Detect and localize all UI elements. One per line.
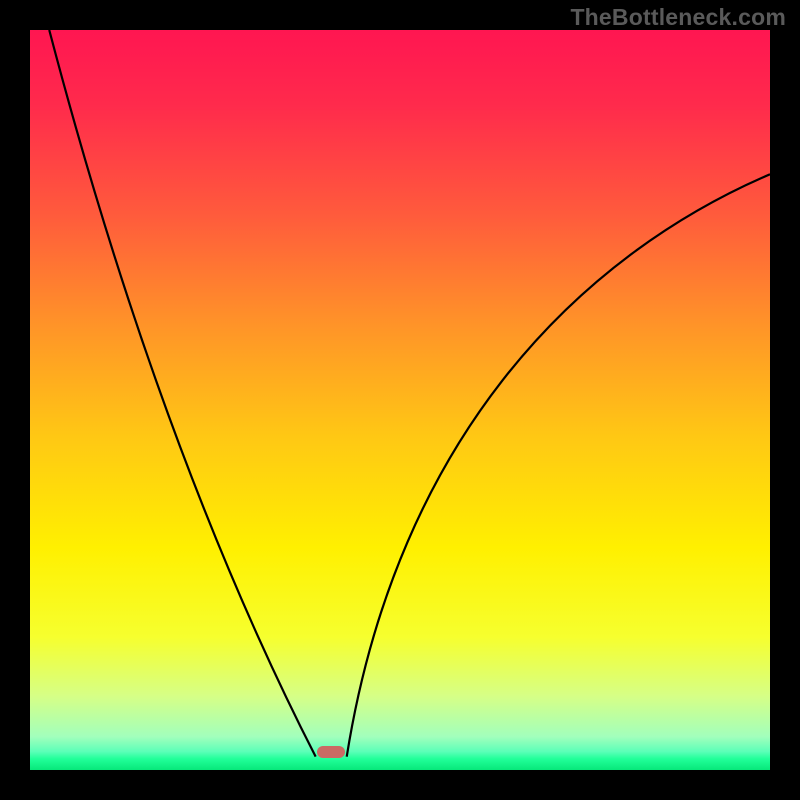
bottleneck-curve [30,30,770,770]
watermark-text: TheBottleneck.com [570,4,786,31]
plot-area [30,30,770,770]
chart-frame: TheBottleneck.com [0,0,800,800]
